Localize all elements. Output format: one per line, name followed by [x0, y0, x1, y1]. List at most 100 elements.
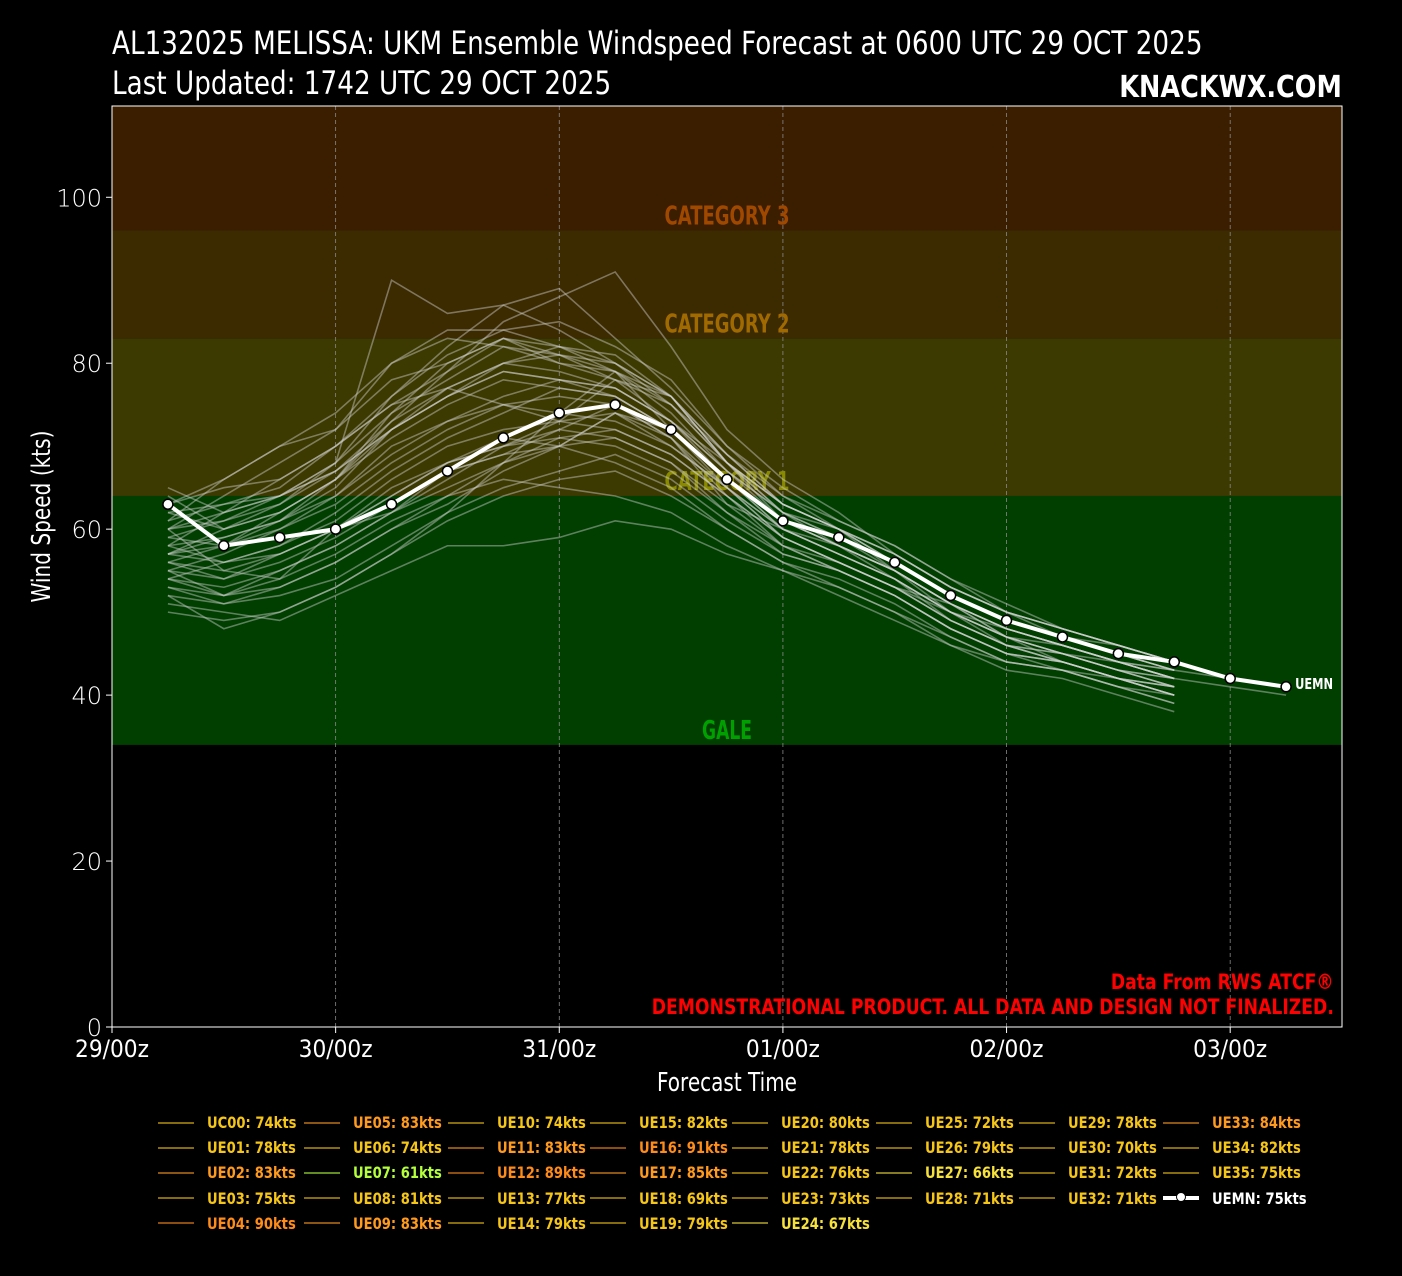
chart-subtitle: Last Updated: 1742 UTC 29 OCT 2025	[112, 64, 612, 102]
legend-swatch	[876, 1197, 912, 1200]
band-label: GALE	[702, 716, 752, 746]
legend-label: UEMN: 75kts	[1212, 1188, 1307, 1208]
legend-label: UE10: 74kts	[497, 1113, 586, 1133]
x-tick-label: 03/00z	[1193, 1035, 1267, 1063]
legend-item: UE33: 84kts	[1163, 1110, 1313, 1135]
legend-swatch	[158, 1197, 194, 1200]
legend-swatch	[448, 1197, 484, 1200]
member-line	[167, 437, 1175, 705]
mean-point	[1168, 656, 1181, 668]
member-line	[167, 320, 1175, 663]
mean-point	[1280, 681, 1292, 693]
legend-label: UE21: 78kts	[781, 1138, 870, 1158]
legend-swatch	[1163, 1146, 1199, 1149]
legend-label: UE22: 76kts	[781, 1163, 870, 1183]
legend-label: UE15: 82kts	[639, 1113, 728, 1133]
mean-point	[218, 540, 230, 552]
disclaimer-note: DEMONSTRATIONAL PRODUCT. ALL DATA AND DE…	[651, 995, 1334, 1019]
legend-swatch	[158, 1146, 194, 1149]
legend-swatch	[590, 1171, 626, 1174]
mean-point	[833, 531, 845, 544]
legend-label: UE16: 91kts	[639, 1138, 728, 1158]
legend-label: UE35: 75kts	[1212, 1163, 1301, 1183]
legend-label: UE32: 71kts	[1068, 1188, 1157, 1208]
legend-column: UE33: 84kts UE34: 82kts UE35: 75kts UEMN: 7…	[1163, 1110, 1313, 1211]
legend-item: UE14: 79kts	[448, 1211, 598, 1236]
legend-column: UE15: 82kts UE16: 91kts UE17: 85kts UE18: 6…	[590, 1110, 740, 1236]
mean-point	[1112, 647, 1125, 660]
mean-point	[1056, 631, 1069, 643]
legend-swatch	[590, 1197, 626, 1200]
legend-label: UE28: 71kts	[925, 1188, 1014, 1208]
member-line	[167, 370, 1175, 680]
legend-column: UE29: 78kts UE30: 70kts UE31: 72kts UE32: 7…	[1019, 1110, 1169, 1211]
legend-item: UE21: 78kts	[732, 1135, 882, 1160]
legend-swatch	[1163, 1192, 1199, 1203]
legend-column: UC00: 74kts UE01: 78kts UE02: 83kts UE03: 7…	[158, 1110, 308, 1236]
x-tick-label: 31/00z	[522, 1035, 596, 1063]
member-line	[167, 437, 1175, 696]
member-line	[167, 445, 1175, 705]
legend-swatch	[158, 1171, 194, 1174]
legend-swatch	[590, 1146, 626, 1149]
y-tick-label: 0	[87, 1014, 102, 1042]
member-line	[167, 412, 1175, 688]
band-label: CATEGORY 2	[665, 309, 790, 339]
legend-column: UE20: 80kts UE21: 78kts UE22: 76kts UE23: 7…	[732, 1110, 882, 1236]
legend-swatch	[732, 1222, 768, 1225]
x-tick-label: 02/00z	[970, 1035, 1044, 1063]
intensity-band	[112, 338, 1342, 496]
mean-label: UEMN	[1295, 675, 1333, 693]
member-line	[167, 453, 1175, 696]
member-line	[167, 403, 1175, 688]
legend-item: UE22: 76kts	[732, 1160, 882, 1185]
member-line	[167, 412, 1287, 696]
y-tick-label: 20	[71, 848, 102, 876]
legend-item: UE10: 74kts	[448, 1110, 598, 1135]
intensity-band	[112, 230, 1342, 339]
member-line	[167, 329, 1175, 663]
member-line	[167, 370, 1175, 680]
mean-point	[944, 589, 957, 602]
legend-label: UE18: 69kts	[639, 1188, 728, 1208]
legend-item: UE28: 71kts	[876, 1186, 1026, 1211]
legend-label: UE06: 74kts	[353, 1138, 442, 1158]
legend-label: UE20: 80kts	[781, 1113, 870, 1133]
mean-point	[385, 498, 398, 511]
chart-title: AL132025 MELISSA: UKM Ensemble Windspeed…	[112, 24, 1203, 62]
mean-point	[721, 473, 733, 486]
legend-label: UE14: 79kts	[497, 1213, 586, 1233]
mean-point	[553, 407, 566, 419]
y-axis-label: Wind Speed (kts)	[27, 431, 57, 603]
y-tick-label: 100	[56, 184, 102, 212]
legend-label: UE34: 82kts	[1212, 1138, 1301, 1158]
legend-label: UE12: 89kts	[497, 1163, 586, 1183]
legend-item: UE13: 77kts	[448, 1186, 598, 1211]
legend-item: UE34: 82kts	[1163, 1135, 1313, 1160]
mean-point	[777, 515, 789, 527]
legend-swatch	[304, 1121, 340, 1124]
legend-item: UE27: 66kts	[876, 1160, 1026, 1185]
legend-item: UE04: 90kts	[158, 1211, 308, 1236]
legend-swatch	[304, 1146, 340, 1149]
brand-logo-text: KNACKWX.COM	[1119, 70, 1342, 105]
legend-column: UE05: 83kts UE06: 74kts UE07: 61kts UE08: 8…	[304, 1110, 454, 1236]
legend-swatch	[876, 1121, 912, 1124]
legend-label: UE11: 83kts	[497, 1138, 586, 1158]
x-tick-label: 01/00z	[746, 1035, 820, 1063]
legend-label: UE25: 72kts	[925, 1113, 1014, 1133]
legend-label: UE19: 79kts	[639, 1213, 728, 1233]
legend-label: UE31: 72kts	[1068, 1163, 1157, 1183]
member-line	[167, 395, 1175, 688]
legend-item: UE32: 71kts	[1019, 1186, 1169, 1211]
legend-swatch	[158, 1222, 194, 1225]
member-line	[167, 478, 1175, 696]
legend-label: UE23: 73kts	[781, 1188, 870, 1208]
legend-item: UE09: 83kts	[304, 1211, 454, 1236]
legend-label: UE01: 78kts	[207, 1138, 296, 1158]
legend-item: UE05: 83kts	[304, 1110, 454, 1135]
legend-swatch	[1163, 1171, 1199, 1174]
legend-swatch	[448, 1222, 484, 1225]
legend-swatch	[590, 1222, 626, 1225]
legend-label: UE04: 90kts	[207, 1213, 296, 1233]
